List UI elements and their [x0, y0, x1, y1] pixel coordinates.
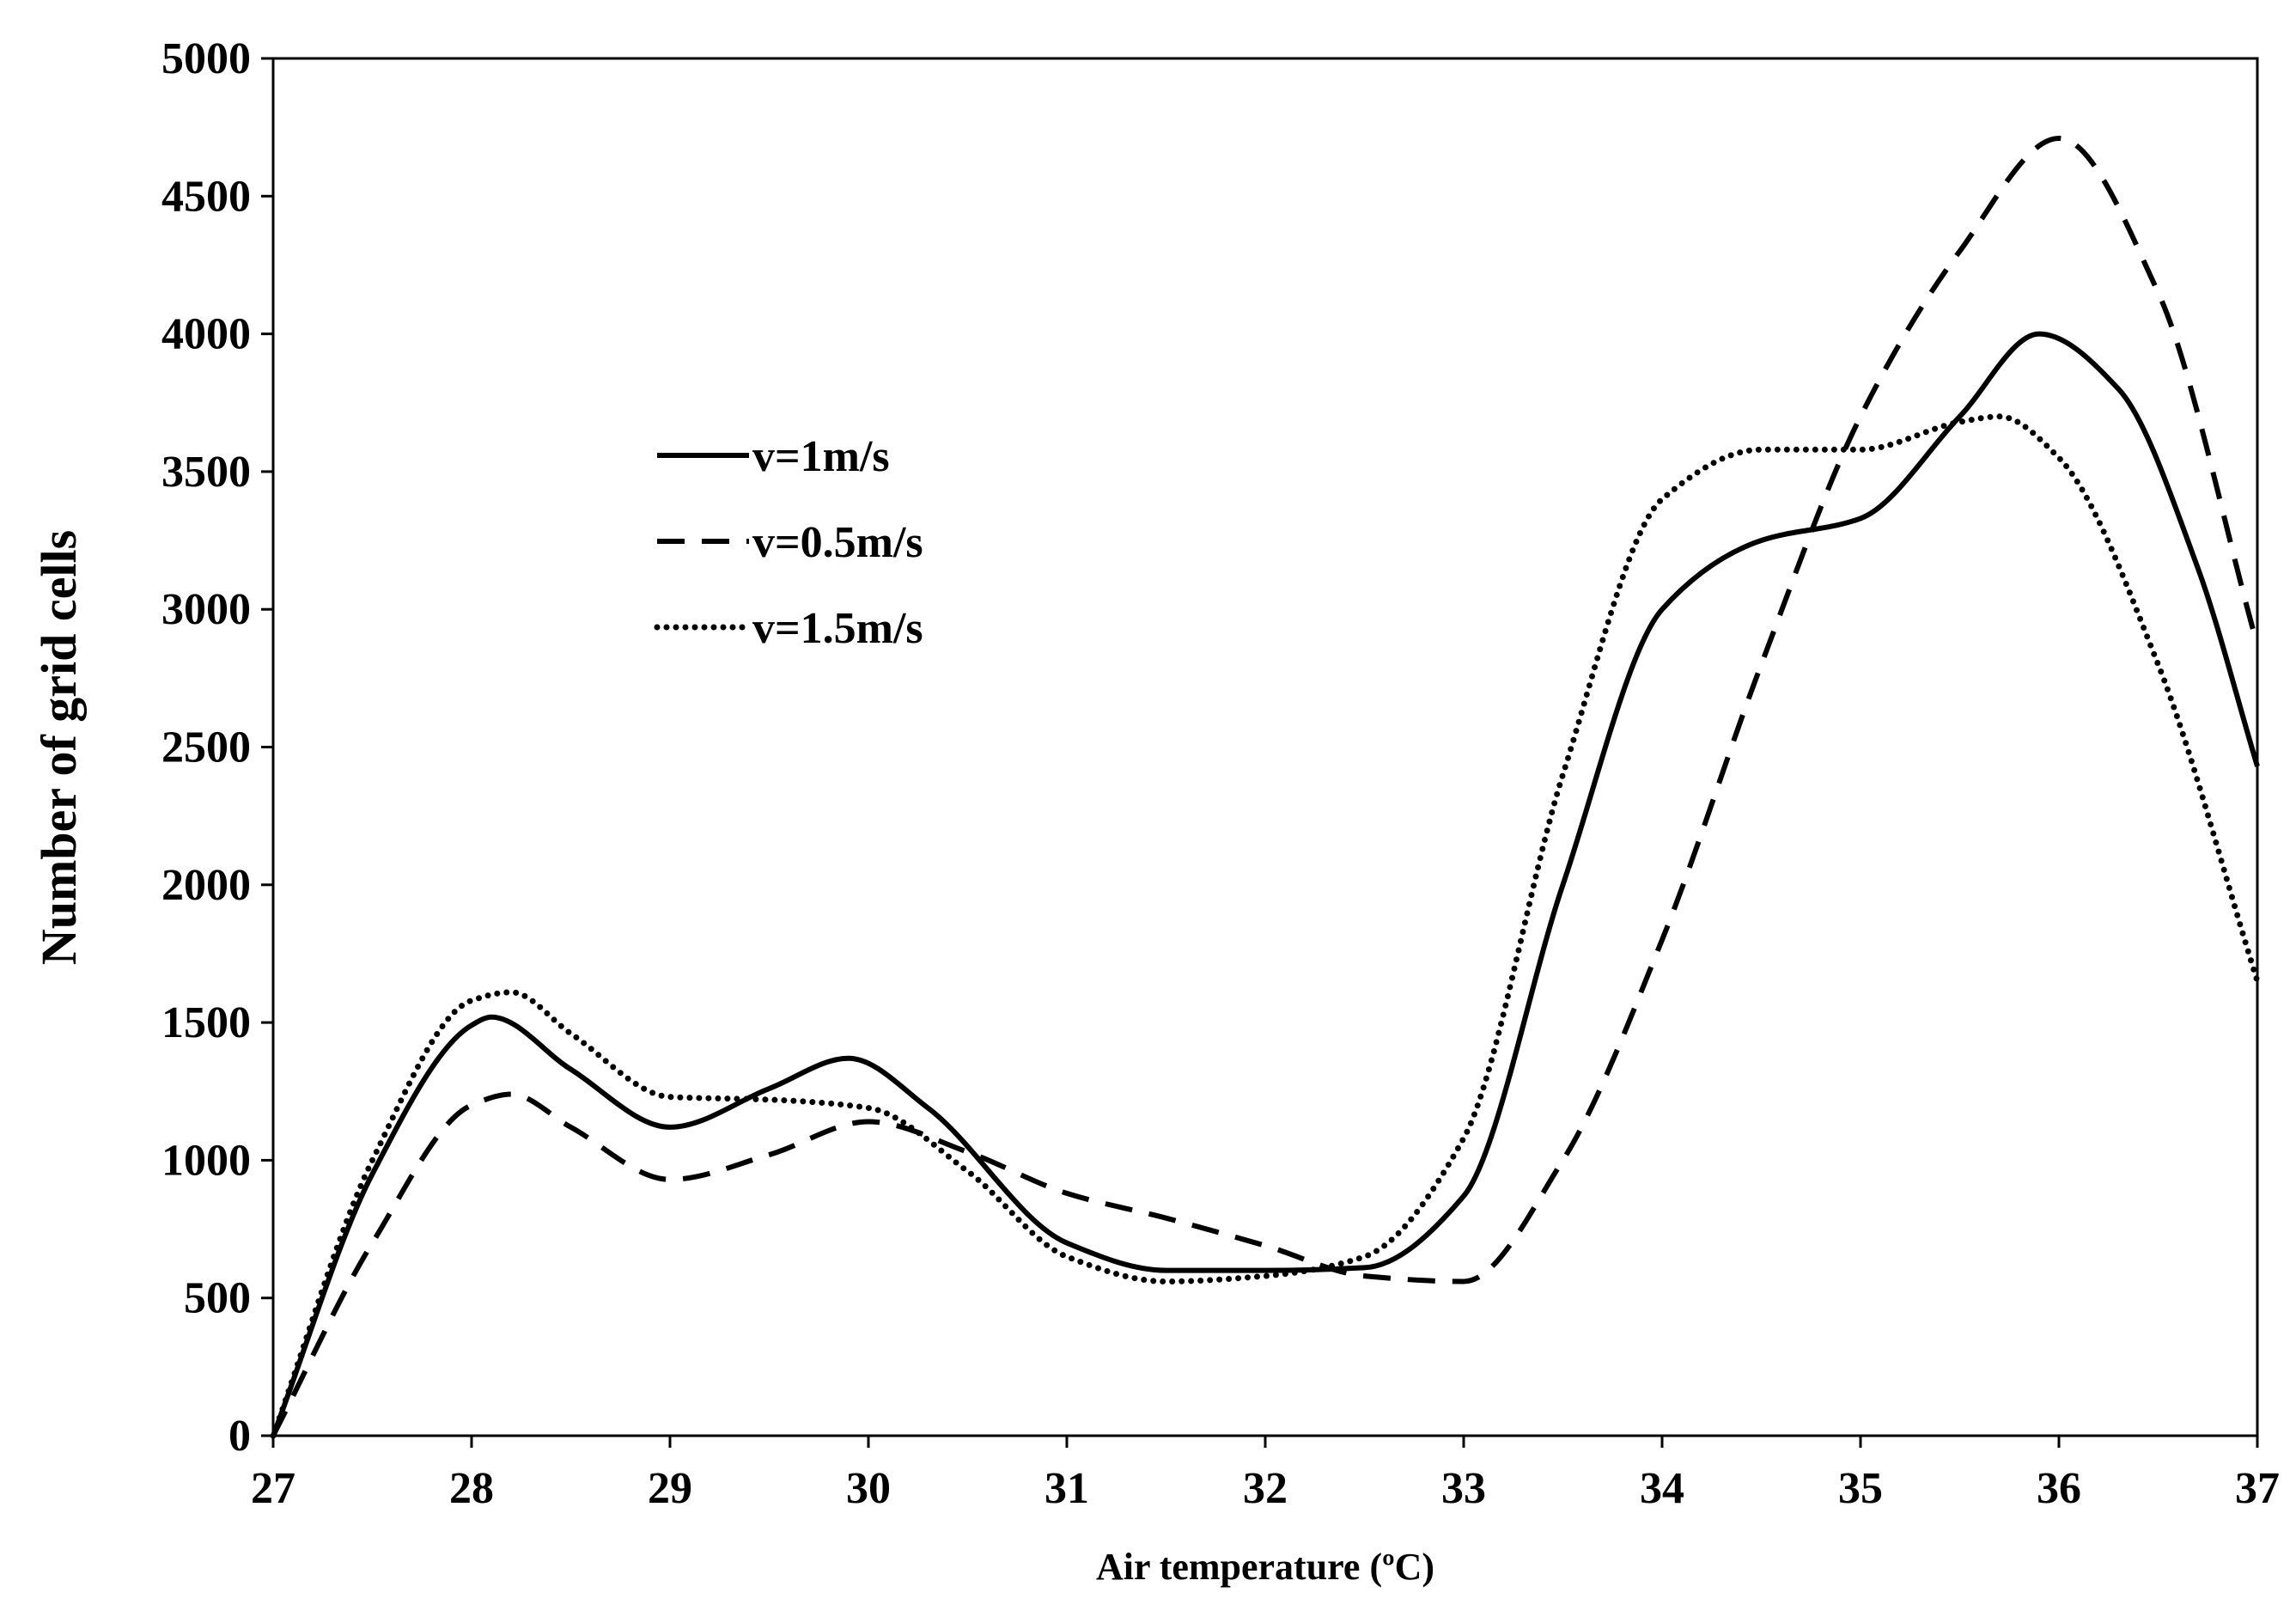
series-line-v-1.5m-s: [270, 413, 2261, 1439]
x-tick-label: 34: [1640, 1464, 1684, 1513]
y-tick-label: 1000: [161, 1136, 251, 1185]
x-tick-label: 35: [1838, 1464, 1883, 1513]
x-tick-label: 30: [846, 1464, 891, 1513]
x-tick-label: 33: [1441, 1464, 1486, 1513]
y-axis-title: Number of grid cells: [31, 530, 87, 965]
legend-label: v=0.5m/s: [752, 518, 923, 567]
legend-label: v=1m/s: [752, 432, 890, 481]
x-tick-label: 36: [2037, 1464, 2081, 1513]
x-tick-label: 32: [1243, 1464, 1288, 1513]
x-tick-label: 29: [648, 1464, 692, 1513]
y-tick-label: 4000: [161, 310, 251, 359]
y-tick-label: 3000: [161, 585, 251, 634]
series-line-v-0.5m-s: [271, 135, 2260, 1437]
x-tick-label: 28: [449, 1464, 494, 1513]
y-tick-label: 0: [228, 1412, 251, 1461]
legend-label: v=1.5m/s: [752, 604, 923, 653]
y-tick-label: 2500: [161, 723, 251, 772]
plot-area-frame: [271, 57, 2259, 1437]
y-tick-label: 1500: [161, 998, 251, 1047]
y-tick-label: 2000: [161, 861, 251, 910]
x-tick-label: 37: [2235, 1464, 2280, 1513]
series-line-v-1m-s: [271, 331, 2260, 1437]
x-axis: 27 28 29 30 31 32 33 34 35 36 37: [251, 1436, 2280, 1513]
x-axis-title: Air temperature (ºC): [1096, 1546, 1434, 1588]
legend: v=1m/s v=0.5m/s v=1.5m/s: [654, 432, 923, 653]
y-tick-label: 4500: [161, 172, 251, 221]
y-axis: 0 500 1000 1500 2000 2500 3000 3500 4000 4500 5000: [161, 34, 273, 1461]
y-tick-label: 3500: [161, 448, 251, 497]
x-tick-label: 27: [251, 1464, 295, 1513]
x-tick-label: 31: [1044, 1464, 1089, 1513]
y-tick-label: 500: [184, 1274, 251, 1323]
y-tick-label: 5000: [161, 34, 251, 83]
series-group: [270, 135, 2261, 1439]
